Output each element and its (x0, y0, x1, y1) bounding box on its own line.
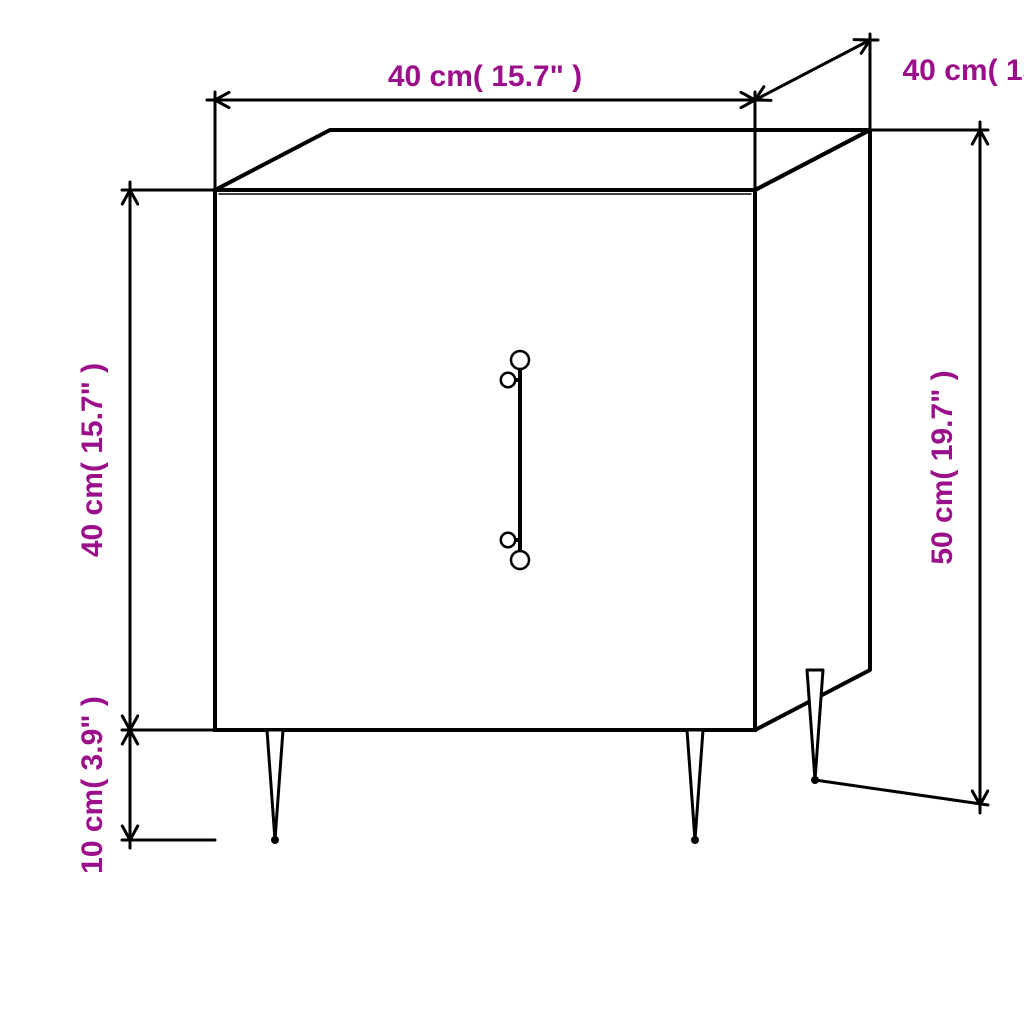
cabinet-leg (807, 670, 823, 780)
dim-total-height-label: 50 cm( 19.7" ) (926, 370, 959, 564)
dim-width-label: 40 cm( 15.7" ) (388, 60, 582, 93)
cabinet-side (755, 130, 870, 730)
dim-leg-height-label: 10 cm( 3.9" ) (76, 696, 109, 874)
cabinet-leg (687, 730, 703, 840)
cabinet-leg (267, 730, 283, 840)
dim-depth-label: 40 cm( 15.7" ) (903, 54, 1024, 87)
dim-body-height-label: 40 cm( 15.7" ) (76, 363, 109, 557)
door-handle (501, 351, 529, 569)
cabinet-front (215, 190, 755, 730)
